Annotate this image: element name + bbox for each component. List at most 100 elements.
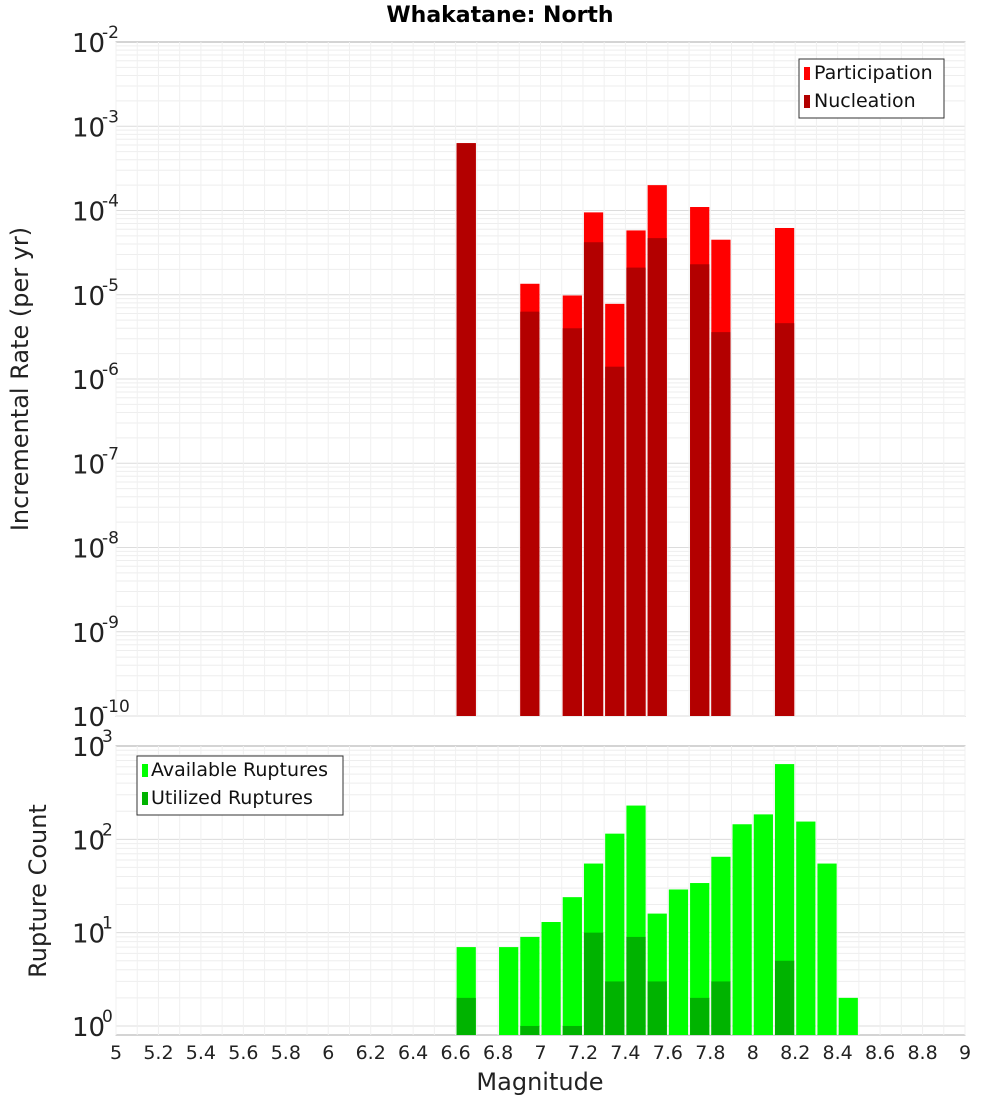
y-tick-label: 10 (72, 619, 105, 649)
x-ticks: 5 5.2 5.4 5.6 5.8 6 6.2 6.4 6.6 6.8 7 7.2 7.4 7.6 7.8 8… (110, 1042, 971, 1064)
nucleation-bar (774, 323, 795, 716)
available-ruptures-bar (753, 814, 773, 1035)
available-ruptures-bar (541, 922, 561, 1035)
utilized-ruptures-bar (774, 960, 795, 1035)
utilized-ruptures-bar (690, 997, 710, 1035)
nucleation-bar (711, 332, 731, 716)
available-ruptures-bar (732, 824, 752, 1035)
available-ruptures-bar (499, 947, 519, 1035)
nucleation-bar (520, 311, 540, 716)
x-tick-label: 5.4 (186, 1042, 216, 1064)
legend-label-available: Available Ruptures (151, 759, 328, 781)
rate-y-axis-title: Incremental Rate (per yr) (6, 227, 34, 531)
count-y-axis-title: Rupture Count (24, 804, 52, 978)
rate-legend-box (798, 58, 945, 119)
available-ruptures-bar (838, 997, 858, 1035)
x-tick-label: 7.6 (653, 1042, 683, 1064)
rate-bars (456, 143, 795, 717)
x-tick-label: 7.8 (695, 1042, 725, 1064)
available-ruptures-bar (668, 889, 689, 1035)
y-tick-label: 10 (72, 826, 105, 856)
nucleation-bar (583, 242, 604, 716)
legend-swatch-participation (804, 67, 810, 80)
count-legend: Available Ruptures Utilized Ruptures (136, 755, 344, 816)
y-tick-exponent: 0 (102, 1007, 113, 1027)
x-tick-label: 6 (322, 1042, 334, 1064)
nucleation-bar (562, 328, 582, 716)
x-tick-label: 7.2 (568, 1042, 598, 1064)
x-tick-label: 8.2 (780, 1042, 810, 1064)
legend-swatch-utilized (142, 792, 148, 805)
rate-legend: Participation Nucleation (798, 58, 945, 119)
y-tick-label: 10 (72, 282, 105, 312)
y-tick-exponent: -7 (102, 444, 119, 464)
y-tick-label: 10 (72, 733, 105, 763)
rate-grid (115, 42, 966, 717)
utilized-ruptures-bar (605, 981, 625, 1035)
utilized-ruptures-bar (647, 981, 667, 1035)
x-tick-label: 5.2 (143, 1042, 173, 1064)
x-tick-label: 6.8 (483, 1042, 513, 1064)
count-bars (456, 764, 858, 1035)
x-tick-label: 6.6 (440, 1042, 470, 1064)
utilized-ruptures-bar (711, 981, 731, 1035)
y-tick-exponent: -2 (102, 23, 119, 43)
x-tick-label: 7 (534, 1042, 546, 1064)
legend-label-participation: Participation (814, 62, 933, 84)
x-tick-label: 7.4 (610, 1042, 640, 1064)
available-ruptures-bar (562, 897, 582, 1035)
x-tick-label: 5.6 (228, 1042, 258, 1064)
y-tick-exponent: 2 (102, 820, 113, 840)
chart-title: Whakatane: North (386, 3, 613, 28)
utilized-ruptures-bar (520, 1025, 540, 1035)
y-tick-exponent: 3 (102, 727, 113, 747)
y-tick-label: 10 (72, 366, 105, 396)
x-tick-label: 8.8 (907, 1042, 937, 1064)
available-ruptures-bar (817, 863, 837, 1035)
available-ruptures-bar (690, 883, 710, 1035)
y-tick-label: 10 (72, 703, 105, 733)
x-tick-label: 8 (747, 1042, 759, 1064)
available-ruptures-bar (520, 936, 540, 1035)
y-tick-label: 10 (72, 198, 105, 228)
y-tick-exponent: -5 (102, 276, 119, 296)
y-tick-label: 10 (72, 535, 105, 565)
x-tick-label: 8.4 (823, 1042, 853, 1064)
count-legend-box (136, 755, 344, 816)
legend-label-nucleation: Nucleation (814, 90, 916, 112)
y-tick-label: 10 (72, 29, 105, 59)
y-tick-label: 10 (72, 920, 105, 950)
x-tick-label: 6.4 (398, 1042, 428, 1064)
y-tick-label: 10 (72, 1013, 105, 1043)
nucleation-bar (647, 238, 667, 716)
y-tick-exponent: -3 (102, 107, 119, 127)
y-tick-exponent: -8 (102, 529, 119, 549)
utilized-ruptures-bar (456, 997, 476, 1035)
nucleation-bar (690, 264, 710, 716)
x-tick-label: 5 (110, 1042, 122, 1064)
y-tick-exponent: 1 (102, 914, 113, 934)
x-tick-label: 5.8 (271, 1042, 301, 1064)
available-ruptures-bar (796, 821, 816, 1035)
nucleation-bar (626, 267, 646, 716)
rate-y-ticks: 10-210-310-410-510-610-710-810-910-10 (72, 23, 130, 733)
nucleation-bar (456, 143, 476, 716)
x-tick-label: 8.6 (865, 1042, 895, 1064)
rate-panel: 10-210-310-410-510-610-710-810-910-10 In… (6, 23, 966, 733)
utilized-ruptures-bar (626, 936, 646, 1035)
x-axis-title: Magnitude (476, 1068, 603, 1096)
legend-swatch-nucleation (804, 95, 810, 108)
y-tick-exponent: -10 (102, 697, 130, 717)
legend-swatch-available (142, 764, 148, 777)
x-tick-label: 9 (959, 1042, 971, 1064)
nucleation-bar (605, 366, 625, 716)
utilized-ruptures-bar (562, 1025, 582, 1035)
y-tick-label: 10 (72, 450, 105, 480)
utilized-ruptures-bar (583, 932, 604, 1035)
y-tick-exponent: -9 (102, 613, 119, 633)
y-tick-label: 10 (72, 113, 105, 143)
legend-label-utilized: Utilized Ruptures (151, 787, 313, 809)
